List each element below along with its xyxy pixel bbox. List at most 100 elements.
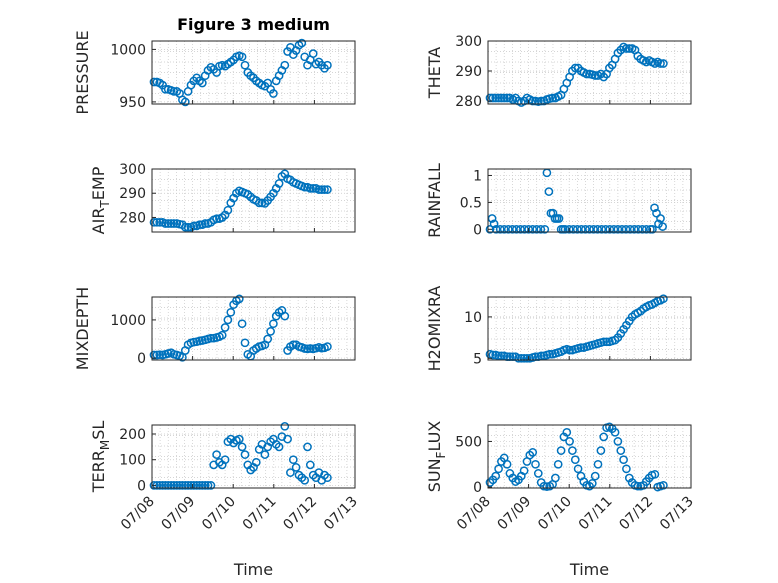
data-point — [548, 93, 557, 103]
axes-frame — [151, 168, 356, 233]
data-point — [161, 84, 170, 94]
data-point — [622, 44, 631, 53]
data-point — [314, 185, 324, 194]
data-point — [516, 224, 525, 234]
data-point — [169, 219, 179, 228]
data-point — [234, 294, 244, 304]
y-axis-label: TERRMSL — [89, 421, 112, 494]
y-axis-label: H2OMIXRA — [425, 286, 444, 372]
data-point — [274, 179, 284, 188]
data-point — [544, 187, 554, 196]
data-point — [308, 49, 318, 58]
data-point — [625, 224, 635, 234]
data-point — [502, 93, 512, 103]
data-point — [163, 481, 173, 490]
data-point — [564, 224, 574, 234]
data-point — [528, 224, 538, 234]
y-axis-label: MIXDEPTH — [73, 287, 92, 370]
y-axis-label: THETA — [425, 47, 444, 99]
data-point — [274, 442, 284, 452]
data-point — [565, 345, 574, 355]
data-point — [149, 481, 159, 490]
y-tick-label: 300 — [455, 34, 482, 50]
data-point — [524, 224, 533, 234]
data-point — [155, 481, 165, 490]
y-tick-label: 0 — [473, 222, 482, 238]
data-point — [212, 214, 221, 224]
data-point — [633, 481, 643, 491]
data-point — [223, 315, 233, 325]
data-point — [166, 219, 176, 228]
data-point — [183, 481, 193, 490]
data-point — [648, 224, 657, 234]
data-point — [149, 77, 159, 87]
data-point — [610, 427, 620, 437]
data-point — [220, 455, 230, 465]
data-point — [613, 437, 623, 446]
y-tick-label: 10 — [464, 310, 482, 326]
axes-frame — [151, 40, 356, 105]
data-point — [237, 52, 247, 62]
data-point — [163, 219, 173, 228]
data-point — [497, 93, 506, 103]
data-point — [240, 450, 250, 459]
y-tick-label: 950 — [119, 95, 146, 111]
y-axis-label: RAINFALL — [425, 163, 444, 238]
data-point — [491, 93, 501, 103]
data-point — [197, 78, 207, 88]
data-point — [650, 203, 659, 213]
data-point — [629, 224, 639, 234]
data-point — [237, 319, 247, 329]
data-point — [516, 353, 526, 363]
data-point — [621, 224, 631, 234]
data-point — [189, 481, 199, 490]
data-point — [577, 224, 586, 234]
data-point — [613, 224, 623, 234]
data-point — [200, 219, 210, 228]
data-point — [570, 455, 580, 465]
data-point — [269, 89, 278, 98]
data-point — [155, 217, 165, 227]
data-point — [240, 338, 250, 348]
data-point — [562, 427, 572, 437]
data-point — [206, 333, 216, 343]
data-point — [180, 481, 190, 490]
data-point — [609, 224, 619, 234]
data-point — [280, 421, 290, 431]
data-point — [305, 184, 315, 193]
data-point — [269, 319, 278, 329]
data-point — [280, 60, 290, 70]
data-point — [297, 38, 307, 48]
data-point — [178, 481, 187, 490]
data-point — [226, 307, 236, 317]
axes-frame — [487, 296, 692, 361]
data-point — [266, 327, 275, 336]
subplot-2: 280 290 300 THETA — [425, 34, 692, 110]
data-point — [323, 185, 332, 194]
data-point — [593, 459, 603, 469]
data-point — [491, 224, 501, 234]
data-point — [581, 224, 590, 234]
data-point — [565, 437, 574, 446]
data-point — [499, 93, 509, 103]
data-point — [158, 481, 167, 490]
data-point — [633, 224, 643, 234]
data-point — [149, 217, 159, 227]
data-point — [536, 224, 546, 234]
data-point — [203, 481, 213, 490]
subplot-3: 280 290 300 AIRTEMP — [89, 162, 356, 234]
data-point — [599, 337, 609, 347]
axes-frame — [487, 424, 692, 489]
data-point — [656, 59, 665, 68]
data-point — [572, 224, 582, 234]
data-point — [323, 60, 332, 70]
y-tick-label: 0.5 — [460, 195, 482, 211]
data-point — [200, 481, 210, 490]
data-point — [220, 323, 230, 332]
data-point — [161, 219, 170, 228]
x-axis-label: Time — [233, 560, 273, 579]
data-point — [180, 222, 190, 232]
data-point — [599, 432, 609, 442]
data-point — [283, 434, 292, 444]
data-point — [573, 464, 583, 474]
